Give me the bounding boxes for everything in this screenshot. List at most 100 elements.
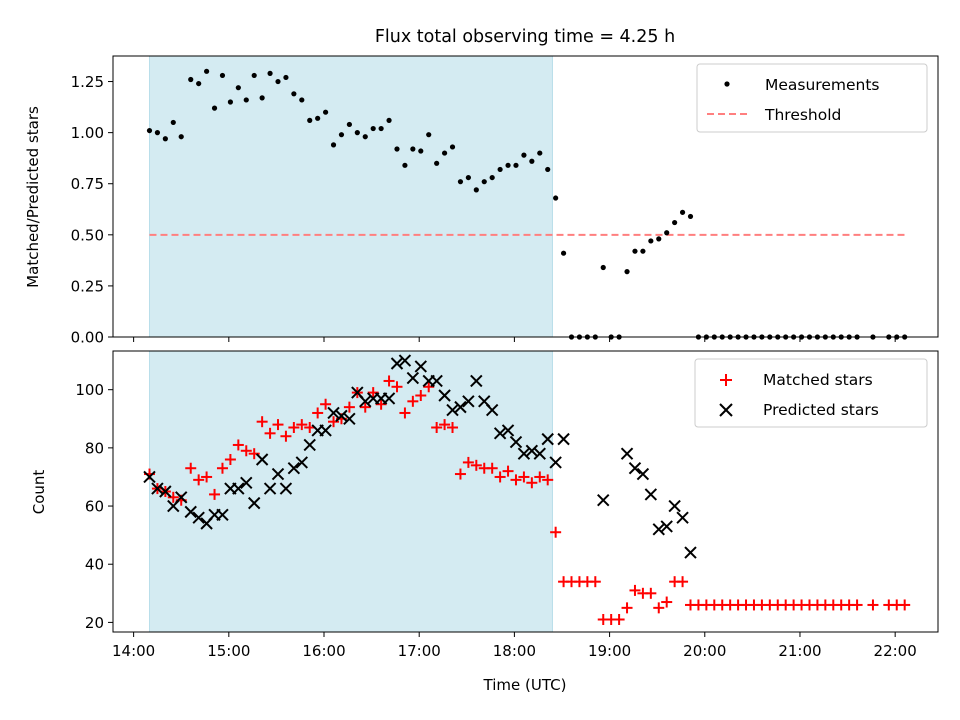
matched-stars-point <box>272 419 284 431</box>
bottom-y-axis: 20 40 60 80 100 <box>75 381 113 632</box>
predicted-stars-point <box>287 462 301 475</box>
matched-stars-point <box>677 576 689 588</box>
predicted-legend-label: Predicted stars <box>763 401 879 419</box>
top-y-tick-label: 1.25 <box>71 73 104 91</box>
matched-stars-point <box>264 427 276 439</box>
predicted-stars-point <box>652 523 665 536</box>
predicted-stars-point <box>676 511 689 524</box>
matched-stars-point <box>288 422 300 434</box>
predicted-stars-point <box>232 482 245 495</box>
measurement-point <box>235 85 241 91</box>
matched-stars-point <box>431 422 443 434</box>
predicted-stars-point <box>462 395 475 408</box>
top-y-tick-label: 0.00 <box>71 329 104 347</box>
measurement-point <box>481 179 487 185</box>
predicted-stars-point <box>454 400 467 414</box>
matched-stars-point <box>201 471 213 483</box>
measurement-point <box>648 238 654 244</box>
measurement-point <box>489 174 495 181</box>
measurement-point <box>410 146 416 152</box>
matched-stars-point <box>256 416 268 428</box>
predicted-stars-point <box>509 435 523 449</box>
measurement-point <box>291 91 297 97</box>
matched-stars-point <box>209 488 221 500</box>
matched-stars-point <box>470 459 482 471</box>
measurement-point <box>251 72 257 79</box>
matched-stars-point <box>486 462 498 474</box>
matched-stars-point <box>510 474 522 486</box>
bottom-y-tick-label: 80 <box>85 439 104 457</box>
measurement-point <box>449 144 456 150</box>
predicted-stars-point <box>279 482 293 495</box>
bottom-x-tick-label: 18:00 <box>493 642 536 660</box>
predicted-stars-point <box>295 456 309 469</box>
bottom-x-tick-label: 22:00 <box>874 642 917 660</box>
measurement-point <box>426 132 432 138</box>
measurement-point <box>378 125 384 132</box>
matched-stars-point <box>280 430 292 442</box>
bottom-plot-frame <box>112 350 939 633</box>
bottom-x-axis-label: Time (UTC) <box>483 676 567 694</box>
measurement-point <box>283 74 289 81</box>
predicted-stars-series <box>143 354 697 559</box>
matched-stars-point <box>328 416 340 428</box>
bottom-y-axis-label: Count <box>30 470 48 515</box>
measurement-point <box>178 134 184 140</box>
predicted-stars-point <box>390 357 404 370</box>
top-y-axis-label: Matched/Predicted stars <box>24 106 42 288</box>
matched-stars-point <box>867 599 879 611</box>
matched-stars-point <box>494 471 506 483</box>
predicted-stars-point <box>263 482 277 495</box>
top-legend-box <box>696 63 928 133</box>
measurement-point <box>243 97 249 103</box>
bottom-y-tick-label: 40 <box>85 556 104 574</box>
measurement-point <box>362 134 368 140</box>
measurement-point <box>473 187 479 193</box>
measurement-point <box>227 99 234 105</box>
top-plot-frame <box>112 55 939 338</box>
predicted-stars-point <box>493 427 507 440</box>
predicted-stars-point <box>319 424 332 437</box>
measurement-point <box>497 166 503 173</box>
measurement-point <box>600 264 606 271</box>
matched-legend-label: Matched stars <box>763 371 873 389</box>
measurement-point <box>560 250 567 256</box>
bottom-legend-box <box>694 358 928 428</box>
matched-stars-point <box>439 419 451 431</box>
predicted-stars-point <box>159 485 172 498</box>
predicted-stars-point <box>620 447 634 460</box>
predicted-legend-marker <box>719 403 733 417</box>
bottom-x-tick-label: 15:00 <box>207 642 250 660</box>
bottom-x-axis: 14:00 15:00 16:00 17:00 18:00 19:00 20:00 21:00… <box>112 632 917 660</box>
predicted-stars-point <box>414 360 427 373</box>
threshold-legend-label: Threshold <box>764 106 841 124</box>
bottom-panel-counts: 20 40 60 80 100 14:00 15:00 16:00 17:00 18:00 19:… <box>30 350 939 694</box>
measurement-point <box>545 166 551 173</box>
measurement-point <box>434 160 440 166</box>
matched-legend-marker <box>720 374 732 386</box>
measurement-point <box>154 130 161 136</box>
measurement-point <box>307 117 313 123</box>
matched-stars-point <box>383 375 395 387</box>
predicted-stars-point <box>151 482 164 495</box>
predicted-stars-point <box>597 494 610 507</box>
measurement-point <box>354 130 360 136</box>
measurement-point <box>322 109 329 115</box>
measurement-point <box>315 115 321 121</box>
matched-stars-point <box>399 407 411 419</box>
measurement-point <box>537 150 543 156</box>
matched-stars-point <box>240 445 252 457</box>
matched-stars-point <box>367 387 379 399</box>
measurement-point <box>275 78 281 85</box>
predicted-stars-point <box>240 476 253 489</box>
measurement-point <box>679 209 686 215</box>
matched-stars-point <box>447 422 459 434</box>
matched-stars-point <box>899 599 911 611</box>
measurement-point <box>338 132 345 138</box>
matched-stars-series <box>143 375 911 625</box>
measurement-point <box>162 136 168 142</box>
top-y-tick-label: 0.75 <box>71 175 104 193</box>
matched-stars-point <box>542 474 554 486</box>
predicted-stars-point <box>343 412 356 425</box>
